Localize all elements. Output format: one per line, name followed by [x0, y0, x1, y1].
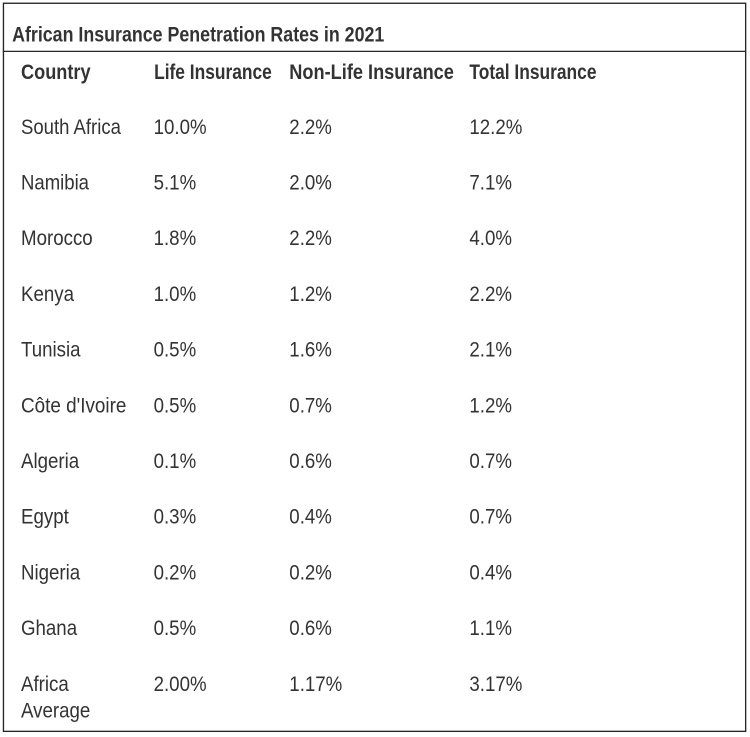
svg-text:0.5%: 0.5% — [154, 339, 197, 362]
svg-text:Non-Life Insurance: Non-Life Insurance — [289, 61, 454, 84]
svg-text:0.7%: 0.7% — [469, 450, 512, 473]
svg-text:0.6%: 0.6% — [289, 450, 332, 473]
svg-text:Morocco: Morocco — [21, 227, 93, 250]
svg-text:0.5%: 0.5% — [154, 617, 197, 640]
svg-text:0.3%: 0.3% — [154, 506, 197, 529]
svg-text:Kenya: Kenya — [21, 283, 74, 306]
svg-text:Algeria: Algeria — [21, 450, 79, 473]
svg-text:0.2%: 0.2% — [154, 561, 197, 584]
svg-text:African Insurance Penetration: African Insurance Penetration Rates in 2… — [12, 24, 384, 47]
svg-text:Total Insurance: Total Insurance — [469, 61, 596, 84]
svg-text:Life Insurance: Life Insurance — [154, 61, 272, 84]
svg-text:Tunisia: Tunisia — [21, 339, 81, 362]
svg-text:4.0%: 4.0% — [469, 227, 512, 250]
svg-text:1.1%: 1.1% — [469, 617, 512, 640]
svg-text:Côte d'Ivoire: Côte d'Ivoire — [21, 394, 126, 417]
svg-text:Ghana: Ghana — [21, 617, 77, 640]
svg-text:12.2%: 12.2% — [469, 116, 522, 139]
svg-text:Average: Average — [21, 699, 90, 722]
svg-text:3.17%: 3.17% — [469, 673, 522, 696]
svg-text:5.1%: 5.1% — [154, 172, 197, 195]
svg-text:Egypt: Egypt — [21, 506, 69, 529]
svg-text:1.8%: 1.8% — [154, 227, 197, 250]
svg-text:0.1%: 0.1% — [154, 450, 197, 473]
svg-text:Africa: Africa — [21, 673, 69, 696]
svg-text:1.2%: 1.2% — [469, 394, 512, 417]
svg-text:2.1%: 2.1% — [469, 339, 512, 362]
svg-text:2.00%: 2.00% — [154, 673, 207, 696]
svg-text:South Africa: South Africa — [21, 116, 121, 139]
svg-text:0.2%: 0.2% — [289, 561, 332, 584]
svg-text:2.2%: 2.2% — [469, 283, 512, 306]
svg-text:Namibia: Namibia — [21, 172, 89, 195]
svg-text:1.6%: 1.6% — [289, 339, 332, 362]
svg-text:1.17%: 1.17% — [289, 673, 342, 696]
svg-text:0.5%: 0.5% — [154, 394, 197, 417]
svg-text:0.4%: 0.4% — [289, 506, 332, 529]
svg-text:0.7%: 0.7% — [289, 394, 332, 417]
svg-text:7.1%: 7.1% — [469, 172, 512, 195]
svg-text:10.0%: 10.0% — [154, 116, 207, 139]
svg-text:0.6%: 0.6% — [289, 617, 332, 640]
svg-text:2.2%: 2.2% — [289, 227, 332, 250]
svg-text:1.0%: 1.0% — [154, 283, 197, 306]
svg-text:2.0%: 2.0% — [289, 172, 332, 195]
svg-text:2.2%: 2.2% — [289, 116, 332, 139]
svg-text:1.2%: 1.2% — [289, 283, 332, 306]
svg-text:0.4%: 0.4% — [469, 561, 512, 584]
svg-text:0.7%: 0.7% — [469, 506, 512, 529]
svg-text:Nigeria: Nigeria — [21, 561, 80, 584]
svg-text:Country: Country — [21, 61, 91, 84]
